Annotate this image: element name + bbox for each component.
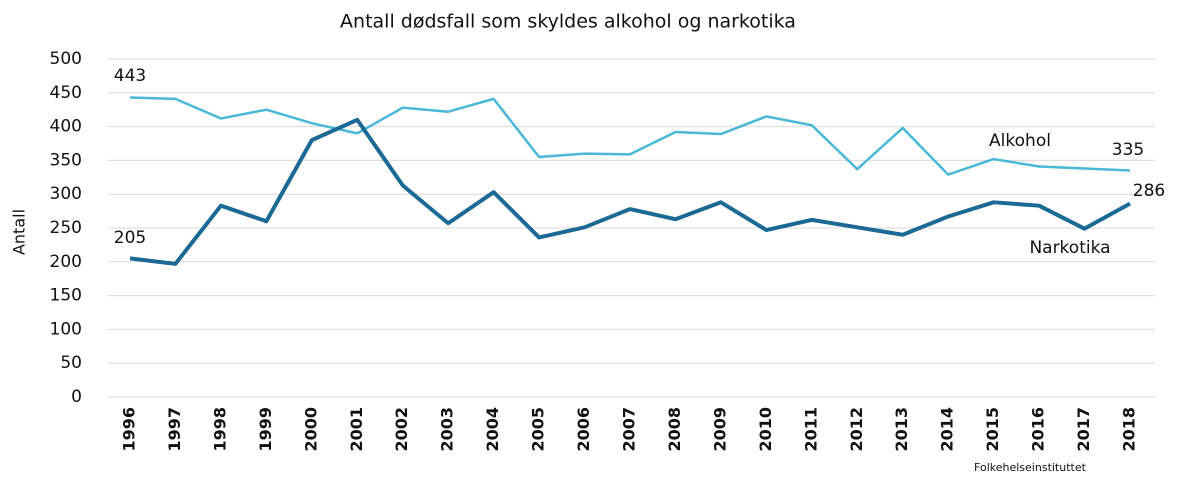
x-tick-label: 2013 bbox=[892, 407, 911, 452]
y-axis-label: Antall bbox=[10, 209, 29, 255]
line-1 bbox=[129, 117, 1131, 266]
x-tick-label: 2003 bbox=[438, 407, 457, 452]
data-label: 205 bbox=[114, 228, 146, 248]
y-tick-label: 50 bbox=[60, 353, 82, 373]
series-label: Alkohol bbox=[989, 131, 1051, 151]
x-tick-label: 1999 bbox=[256, 407, 275, 452]
x-tick-label: 1998 bbox=[210, 407, 229, 452]
x-tick-label: 1997 bbox=[165, 407, 184, 452]
y-tick-label: 250 bbox=[50, 218, 82, 238]
data-label: 443 bbox=[114, 66, 146, 86]
x-tick-label: 2005 bbox=[529, 407, 548, 452]
x-tick-label: 2008 bbox=[665, 407, 684, 452]
x-tick-label: 2014 bbox=[938, 407, 957, 452]
y-tick-label: 400 bbox=[50, 117, 82, 137]
y-tick-label: 0 bbox=[71, 387, 82, 407]
x-tick-label: 2004 bbox=[483, 407, 502, 452]
source: Folkehelseinstituttet bbox=[974, 461, 1087, 474]
x-tick-label: 2002 bbox=[392, 407, 411, 452]
y-tick-label: 150 bbox=[50, 286, 82, 306]
data-label: 335 bbox=[1112, 140, 1144, 160]
y-tick-label: 450 bbox=[50, 83, 82, 103]
x-tick-label: 2016 bbox=[1029, 407, 1048, 452]
data-label: 286 bbox=[1133, 181, 1165, 201]
x-tick-label: 2007 bbox=[620, 407, 639, 452]
x-tick-label: 2001 bbox=[347, 407, 366, 452]
x-tick-label: 2010 bbox=[756, 407, 775, 452]
x-tick-label: 2011 bbox=[801, 407, 820, 452]
line-0 bbox=[129, 96, 1131, 176]
x-tick-label: 2000 bbox=[301, 407, 320, 452]
x-tick-label: 2015 bbox=[983, 407, 1002, 452]
x-tick-label: 1996 bbox=[120, 407, 139, 452]
x-tick-label: 2018 bbox=[1120, 407, 1139, 452]
y-tick-label: 300 bbox=[50, 184, 82, 204]
y-tick-label: 200 bbox=[50, 252, 82, 272]
y-tick-label: 500 bbox=[50, 49, 82, 69]
chart-title: Antall dødsfall som skyldes alkohol og n… bbox=[340, 11, 796, 33]
y-tick-label: 350 bbox=[50, 150, 82, 170]
x-tick-label: 2017 bbox=[1074, 407, 1093, 452]
x-tick-label: 2009 bbox=[710, 407, 729, 452]
x-tick-label: 2012 bbox=[847, 407, 866, 452]
series-label: Narkotika bbox=[1029, 238, 1110, 258]
x-tick-label: 2006 bbox=[574, 407, 593, 452]
y-tick-label: 100 bbox=[50, 319, 82, 339]
